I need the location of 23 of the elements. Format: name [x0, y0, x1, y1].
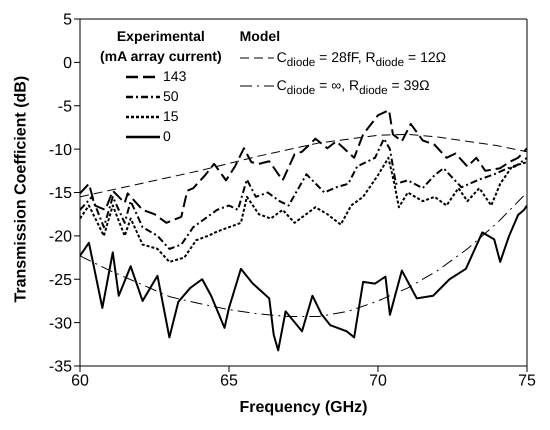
legend-label: 15	[163, 108, 179, 124]
x-axis-title: Frequency (GHz)	[239, 399, 368, 416]
legend-label: C$_{diode}$ = 28fF, R$_{diode}$ = 12Ω	[276, 49, 446, 69]
legend-label: 0	[163, 128, 171, 144]
y-tick-label: -35	[48, 358, 72, 376]
y-tick-label: -10	[48, 142, 72, 159]
legend-label: 143	[163, 68, 186, 84]
x-tick-label: 60	[71, 372, 89, 390]
y-tick-label: -15	[48, 185, 72, 202]
y-axis-title: Transmission Coefficient (dB)	[12, 76, 30, 302]
x-tick-label: 65	[220, 372, 238, 390]
y-tick-label: -25	[48, 272, 72, 289]
y-tick-label: -20	[48, 228, 72, 246]
x-tick-label: 70	[369, 372, 387, 390]
legend-title: Experimental (mA array current)	[100, 27, 222, 66]
y-tick-label: 5	[63, 12, 72, 29]
annotation: Model	[240, 27, 282, 46]
legend-label: 50	[163, 88, 179, 104]
y-tick-label: -5	[58, 98, 72, 116]
legend-label: C$_{diode}$ = ∞, R$_{diode}$ = 39Ω	[276, 76, 430, 97]
y-tick-label: 0	[63, 55, 72, 72]
y-tick-label: -30	[48, 315, 72, 332]
x-tick-label: 75	[518, 372, 536, 390]
